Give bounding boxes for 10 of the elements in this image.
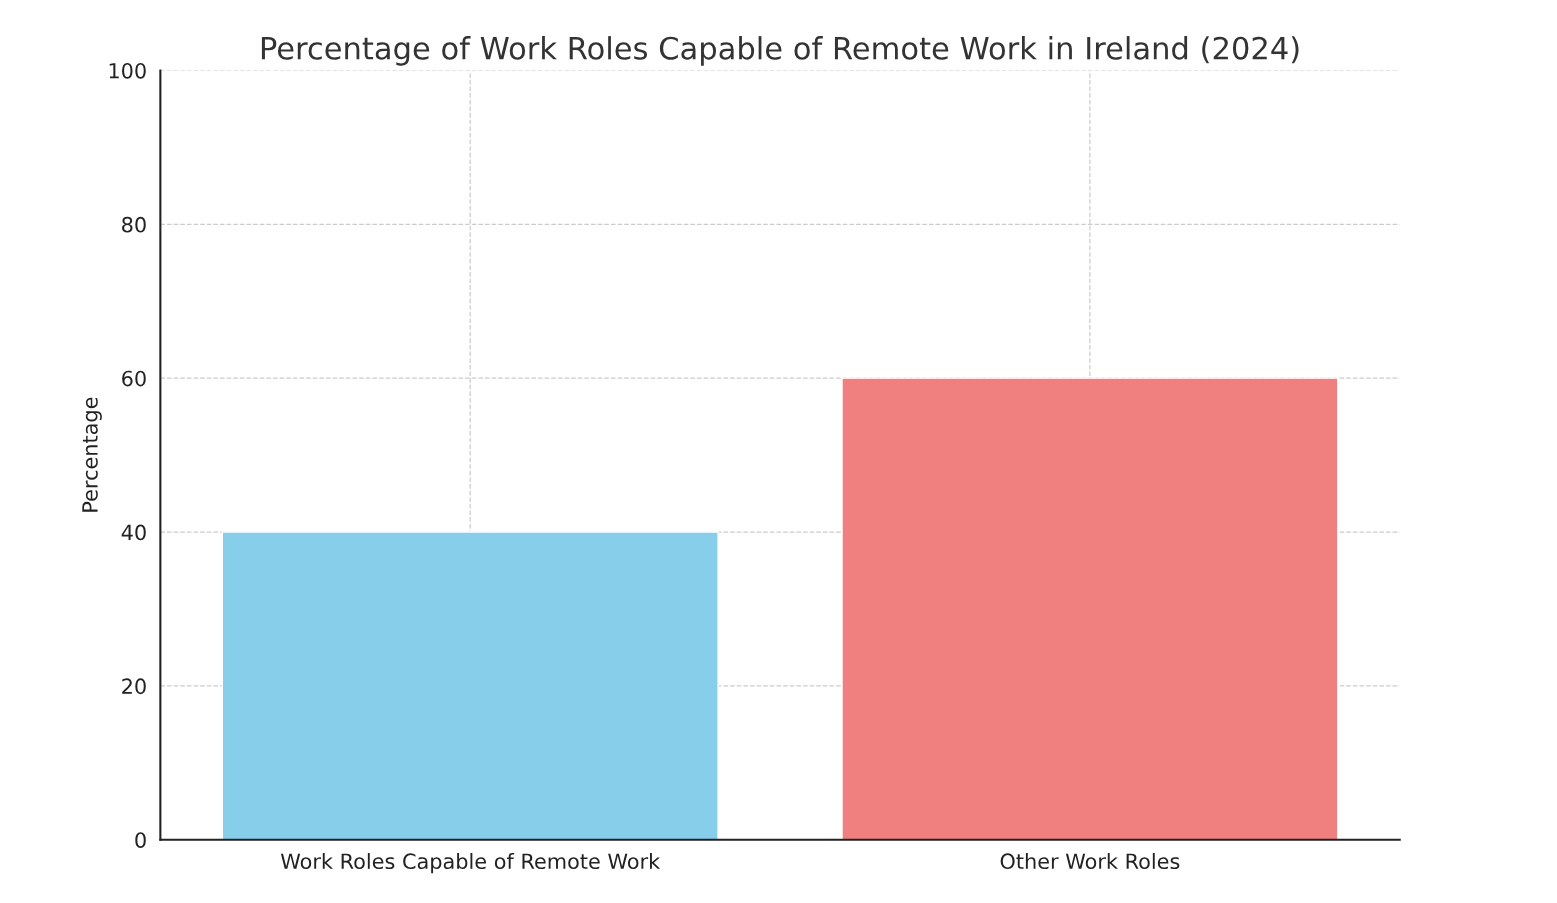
chart-title: Percentage of Work Roles Capable of Remote Work in Ireland (2024) [261, 36, 1299, 66]
y-axis-title: Percentage [82, 397, 102, 512]
y-tick-label: 80 [122, 216, 146, 233]
y-tick-label: 0 [135, 832, 146, 848]
y-tick-label: 60 [122, 370, 146, 387]
x-tick-label: Work Roles Capable of Remote Work [280, 852, 661, 874]
y-tick-label: 100 [109, 62, 146, 79]
y-tick-label: 40 [121, 524, 146, 541]
x-tick-label: Other Work Roles [1000, 852, 1180, 870]
y-tick-label: 20 [122, 678, 146, 695]
